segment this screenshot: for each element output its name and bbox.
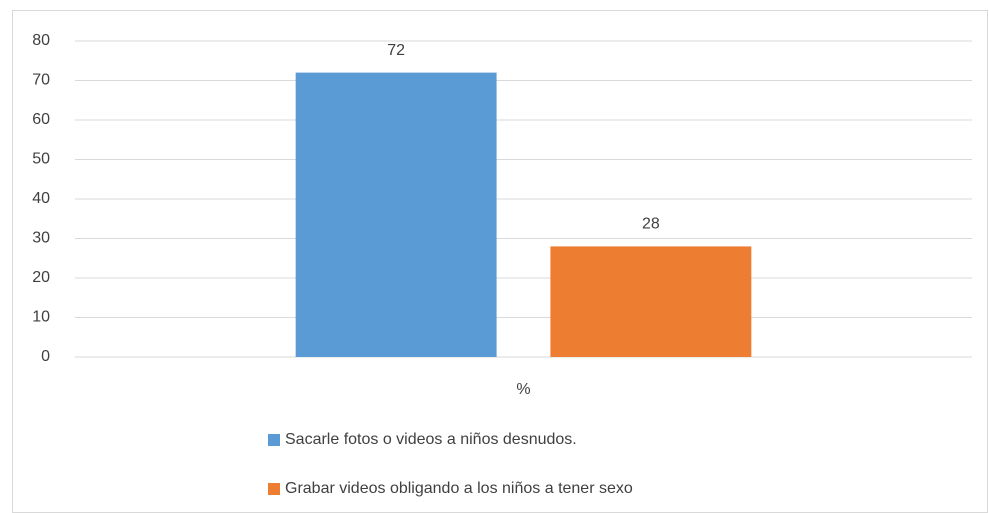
y-tick-label: 20 (32, 269, 50, 286)
bar (550, 246, 752, 357)
legend-swatch (268, 434, 280, 446)
y-tick-label: 80 (32, 32, 50, 49)
y-tick-label: 30 (32, 230, 50, 247)
legend-swatch (268, 483, 280, 495)
legend-label: Sacarle fotos o videos a niños desnudos. (285, 431, 577, 448)
data-label: 28 (642, 216, 660, 233)
y-tick-label: 50 (32, 151, 50, 168)
bar (295, 72, 497, 357)
y-tick-label: 60 (32, 111, 50, 128)
y-tick-label: 70 (32, 72, 50, 89)
y-tick-label: 0 (41, 348, 50, 365)
x-tick-label: % (516, 381, 530, 398)
y-tick-label: 40 (32, 190, 50, 207)
legend-label: Grabar videos obligando a los niños a te… (285, 480, 633, 497)
data-label: 72 (387, 42, 405, 59)
y-tick-label: 10 (32, 309, 50, 326)
chart-border (12, 10, 988, 513)
